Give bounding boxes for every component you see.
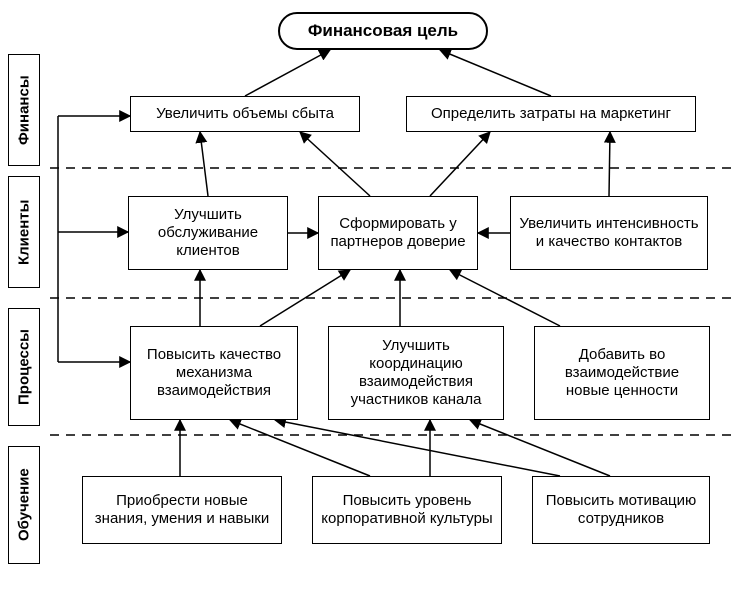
edge-p1-c2 <box>260 270 350 326</box>
edge-c1-f1 <box>200 132 208 196</box>
node-c1: Улучшить обслуживание клиентов <box>128 196 288 270</box>
edge-c2-f2 <box>430 132 490 196</box>
edge-l3-p1 <box>275 420 560 476</box>
node-c3: Увеличить интенсивность и качество конта… <box>510 196 708 270</box>
edge-p3-c2 <box>450 270 560 326</box>
node-p1: Повысить качество механизма взаимодейств… <box>130 326 298 420</box>
node-goal: Финансовая цель <box>278 12 488 50</box>
edge-c2-f1 <box>300 132 370 196</box>
node-f2: Определить затраты на маркетинг <box>406 96 696 132</box>
row-label-lbl-proc: Процессы <box>8 308 40 426</box>
node-c2: Сформировать у партнеров доверие <box>318 196 478 270</box>
diagram-stage: Финансы Клиенты Процессы Обучение Финансовая… <box>0 0 731 597</box>
node-p3: Добавить во взаимодействие новые ценност… <box>534 326 710 420</box>
edge-l3-p2 <box>470 420 610 476</box>
node-f1: Увеличить объемы сбыта <box>130 96 360 132</box>
node-l2: Повысить уровень корпоративной культуры <box>312 476 502 544</box>
row-label-lbl-learn: Обучение <box>8 446 40 564</box>
node-l3: Повысить мотивацию сотрудников <box>532 476 710 544</box>
edge-l2-p1 <box>230 420 370 476</box>
edge-f1-goal <box>245 50 330 96</box>
edge-c3-f2 <box>609 132 610 196</box>
row-label-lbl-cli: Клиенты <box>8 176 40 288</box>
node-p2: Улучшить координацию взаимодействия учас… <box>328 326 504 420</box>
node-l1: Приобрести новые знания, умения и навыки <box>82 476 282 544</box>
row-label-lbl-fin: Финансы <box>8 54 40 166</box>
edge-f2-goal <box>440 50 551 96</box>
